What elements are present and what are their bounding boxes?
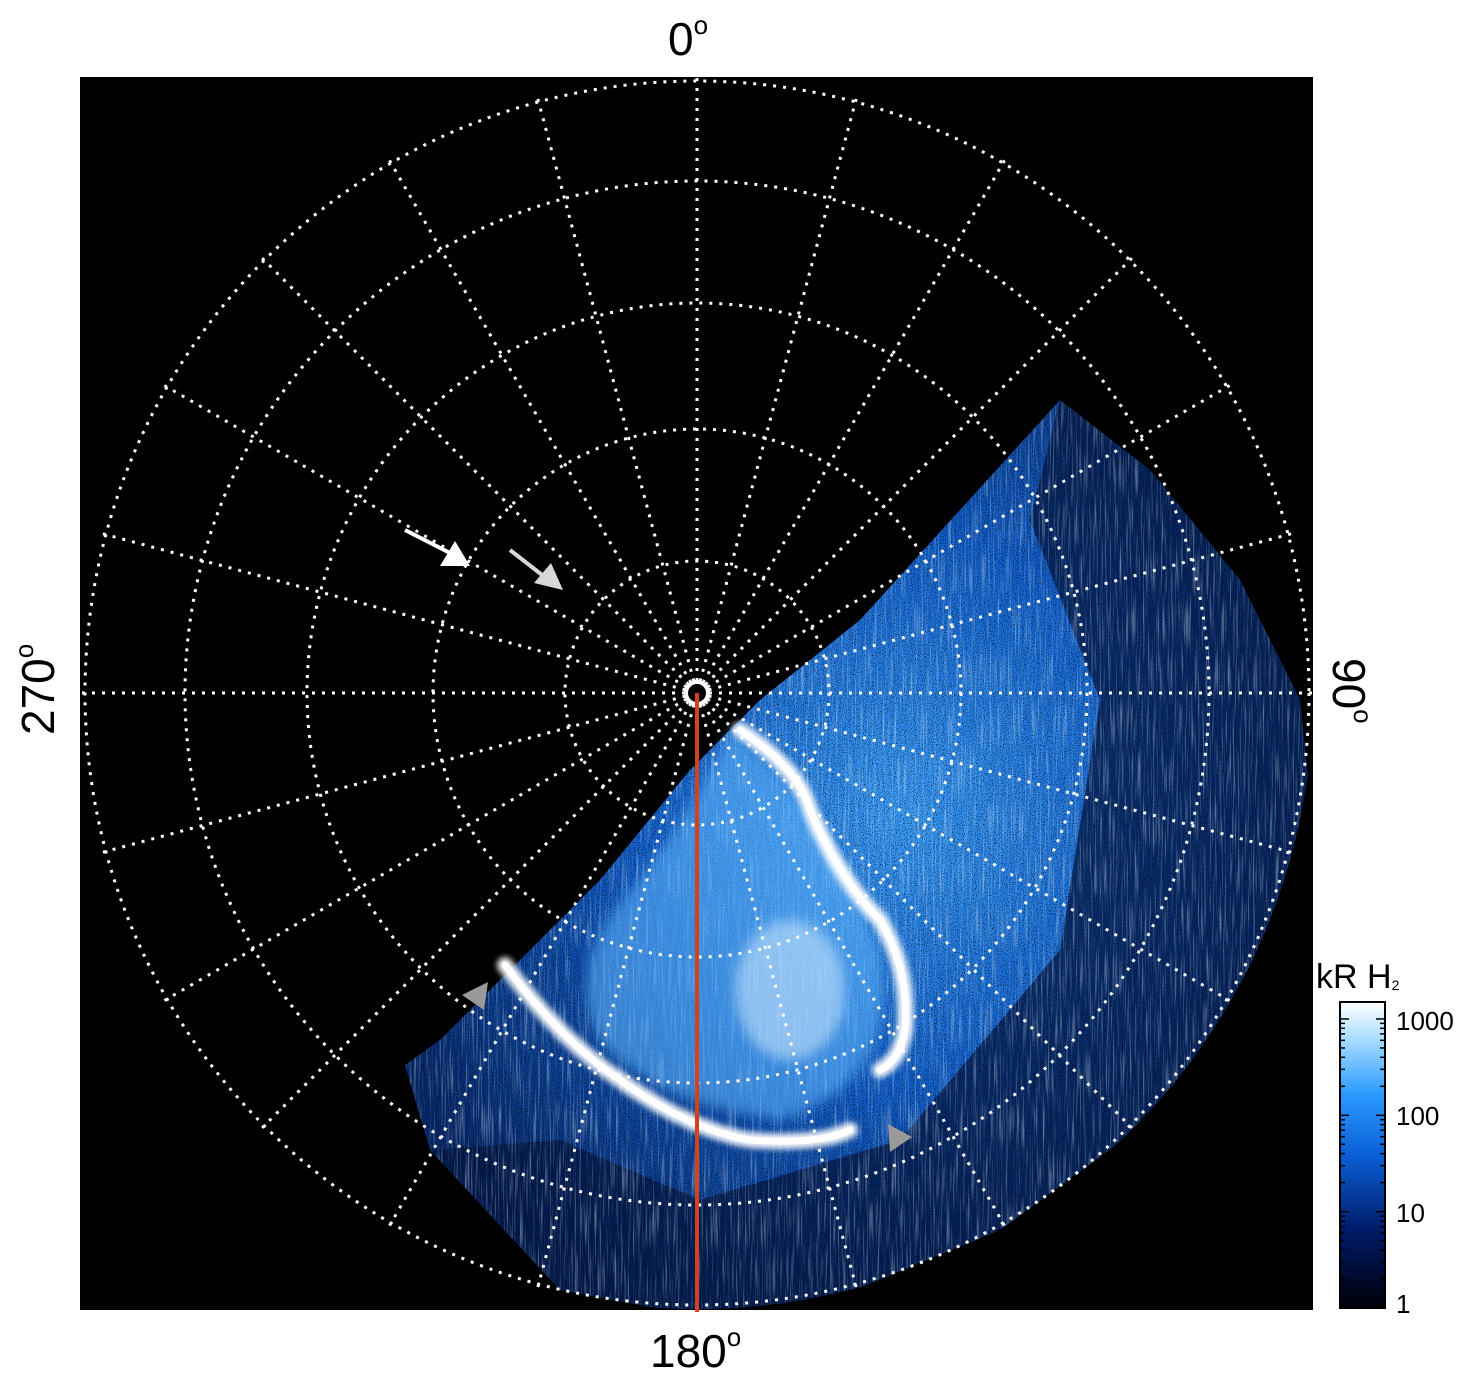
colorbar-tick-100: 100 — [1396, 1101, 1440, 1131]
label-0-degrees: 0o — [668, 10, 709, 65]
label-180-degrees: 180o — [650, 1322, 742, 1377]
marker-triangle-left — [462, 982, 488, 1010]
colorbar-tick-1000: 1000 — [1396, 1006, 1454, 1036]
colorbar-title: kR H2 — [1316, 958, 1400, 996]
colorbar-tick-10: 10 — [1396, 1198, 1425, 1228]
auroral-emission-region — [405, 400, 1310, 1309]
label-90-degrees: 90o — [1323, 658, 1378, 724]
grey-arrow — [508, 548, 563, 590]
colorbar-tick-1: 1 — [1396, 1289, 1411, 1319]
marker-triangle-right — [888, 1124, 912, 1152]
colorbar — [1339, 1001, 1386, 1309]
white-arrow — [404, 528, 470, 566]
label-270-degrees: 270o — [9, 643, 64, 735]
